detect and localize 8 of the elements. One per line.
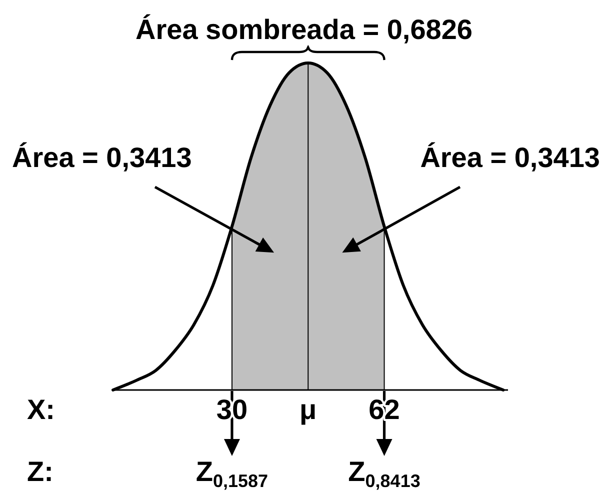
x-tick-label: μ [300, 394, 317, 424]
text: Z$_{0,8413}$ [348, 456, 420, 491]
annotation: Área = 0,3413 [420, 142, 600, 172]
text: Z$_{0,1587}$ [196, 456, 268, 491]
chart-title: Área sombreada = 0,6826 [136, 14, 472, 44]
text: Z: [27, 456, 54, 487]
x-axis-title: X: [27, 394, 55, 424]
annotation: Área = 0,3413 [12, 142, 192, 172]
